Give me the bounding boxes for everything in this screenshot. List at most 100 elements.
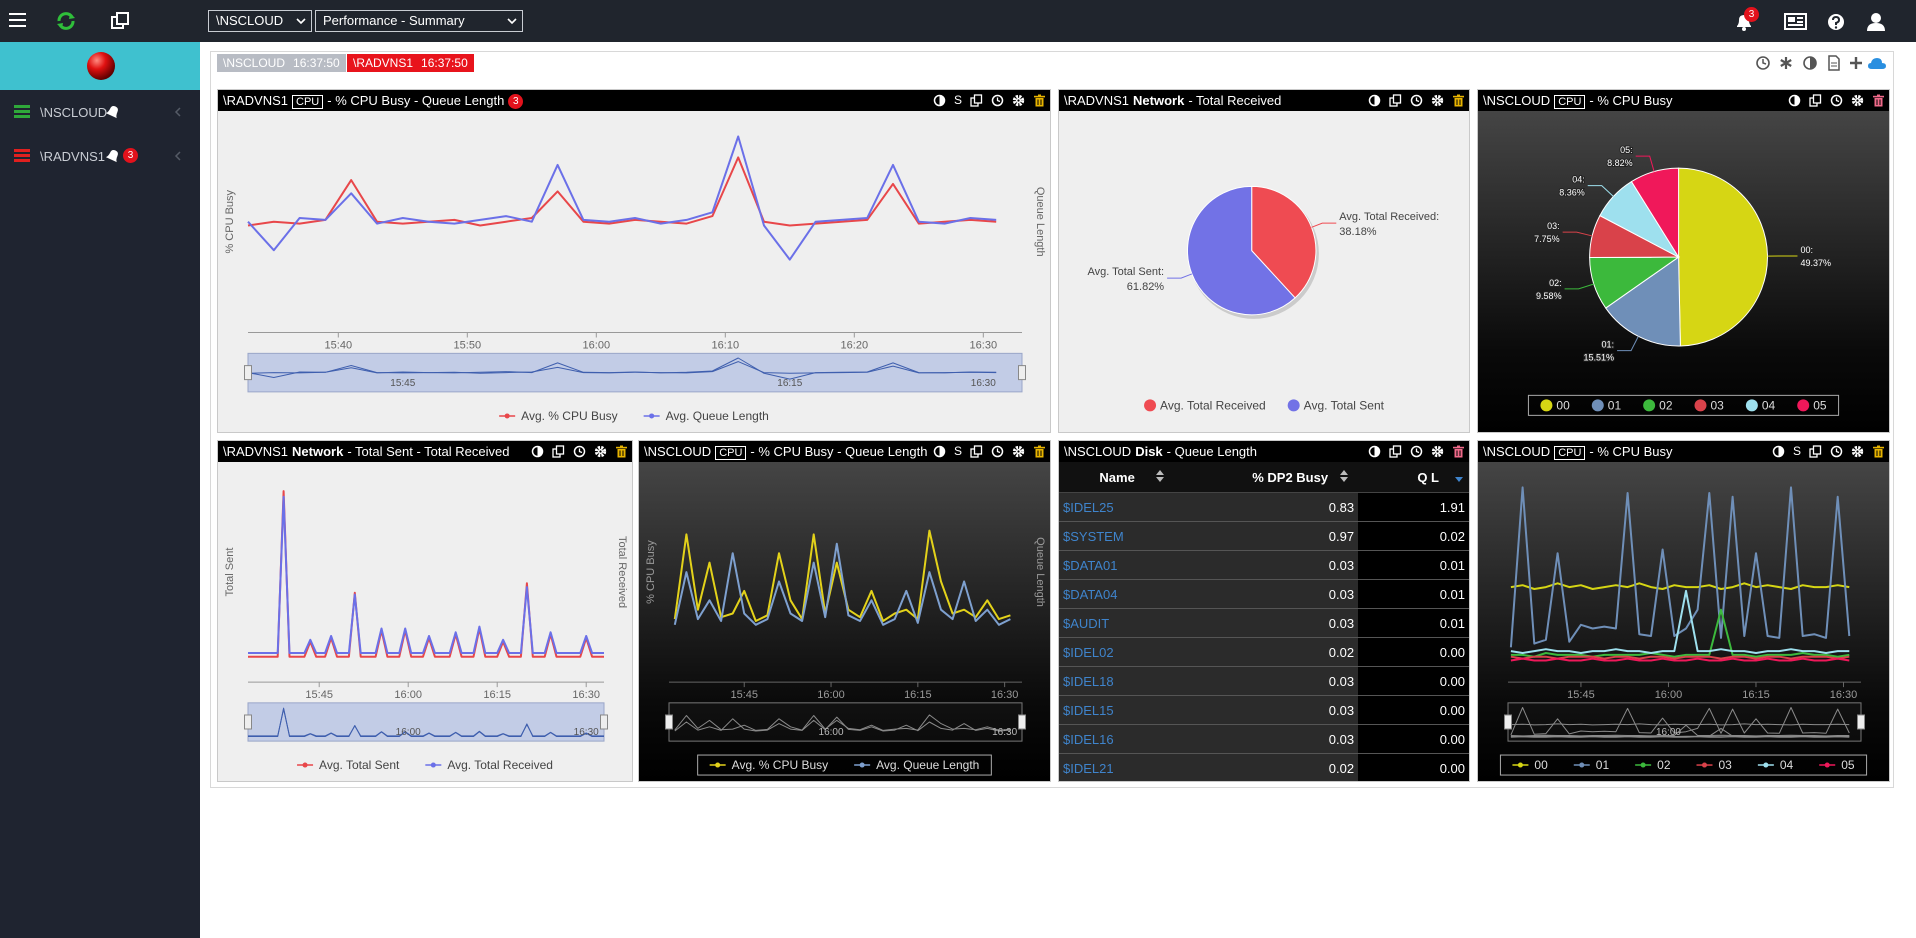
contrast-button[interactable] — [933, 445, 946, 458]
trash-button[interactable] — [1452, 445, 1465, 458]
contrast-button[interactable] — [1368, 445, 1381, 458]
legend-item[interactable]: Avg. Total Sent — [1287, 398, 1385, 412]
scale-toggle[interactable]: S — [953, 444, 962, 458]
menu-button[interactable] — [9, 12, 27, 28]
scale-toggle[interactable]: S — [1792, 444, 1801, 458]
sidebar-item[interactable]: \RADVNS1 3 — [0, 141, 200, 171]
legend-item[interactable]: 03 — [1694, 398, 1725, 412]
contrast-button[interactable] — [1788, 94, 1801, 107]
clock-button[interactable] — [991, 445, 1004, 458]
column-header[interactable]: Name — [1059, 462, 1175, 493]
navigator-handle[interactable] — [665, 714, 673, 730]
navigator-handle[interactable] — [1504, 714, 1512, 730]
legend-item[interactable]: Avg. Total Received — [425, 758, 553, 772]
navigator-handle[interactable] — [1018, 365, 1026, 381]
legend-item[interactable]: 00 — [1512, 758, 1548, 772]
copy-button[interactable] — [1389, 94, 1402, 107]
legend-item[interactable]: 01 — [1591, 398, 1622, 412]
legend-item[interactable]: 00 — [1540, 398, 1570, 412]
table-row[interactable]: $IDEL15 0.03 0.00 — [1059, 695, 1469, 725]
table-row[interactable]: $DATA01 0.03 0.01 — [1059, 550, 1469, 580]
pie-slice[interactable] — [1678, 167, 1768, 347]
pie-slice[interactable] — [1605, 256, 1681, 347]
trash-button[interactable] — [1033, 445, 1046, 458]
navigator-handle[interactable] — [244, 714, 252, 730]
clock-button[interactable] — [1830, 94, 1843, 107]
contrast-button[interactable] — [1772, 445, 1785, 458]
copy-button[interactable] — [1809, 94, 1822, 107]
contrast-button[interactable] — [531, 445, 544, 458]
pie-slice[interactable] — [1630, 167, 1680, 259]
gear-button[interactable] — [1431, 445, 1444, 458]
pie-slice[interactable] — [1187, 185, 1296, 316]
copy-button[interactable] — [552, 445, 565, 458]
gear-button[interactable] — [1851, 94, 1864, 107]
gear-button[interactable] — [1012, 445, 1025, 458]
legend-item[interactable]: Avg. Total Received — [1144, 398, 1266, 412]
legend-item[interactable]: Avg. Queue Length — [643, 409, 769, 423]
legend-item[interactable]: 03 — [1696, 758, 1733, 772]
clock-button[interactable] — [1830, 445, 1843, 458]
contrast-button[interactable] — [1368, 94, 1381, 107]
clock-button[interactable] — [1410, 445, 1423, 458]
legend-item[interactable]: Avg. Queue Length — [854, 758, 979, 772]
copy-button[interactable] — [970, 445, 983, 458]
navigator-handle[interactable] — [1018, 714, 1026, 730]
gear-button[interactable] — [594, 445, 607, 458]
table-row[interactable]: $IDEL21 0.02 0.00 — [1059, 753, 1469, 781]
contrast-button[interactable] — [1803, 56, 1817, 70]
cloud-button[interactable] — [1868, 58, 1886, 69]
trash-button[interactable] — [1452, 94, 1465, 107]
table-row[interactable]: $AUDIT 0.03 0.01 — [1059, 608, 1469, 638]
legend-item[interactable]: 05 — [1819, 758, 1855, 772]
trash-button[interactable] — [1872, 445, 1885, 458]
clock-button[interactable] — [573, 445, 586, 458]
sidebar-item[interactable]: \NSCLOUD — [0, 97, 200, 127]
contrast-button[interactable] — [933, 94, 946, 107]
clock-button[interactable] — [1756, 56, 1770, 70]
legend-item[interactable]: Avg. Total Sent — [297, 758, 400, 772]
view-select[interactable]: Performance - Summary — [315, 10, 523, 32]
news-button[interactable] — [1784, 13, 1808, 31]
copy-button[interactable] — [1389, 445, 1402, 458]
add-button[interactable] — [1850, 57, 1862, 69]
table-row[interactable]: $IDEL25 0.83 1.91 — [1059, 492, 1469, 522]
settings-button[interactable] — [1780, 57, 1792, 69]
table-row[interactable]: $IDEL02 0.02 0.00 — [1059, 637, 1469, 667]
legend-item[interactable]: 02 — [1643, 398, 1673, 412]
column-header[interactable]: Q L — [1358, 462, 1469, 493]
trash-button[interactable] — [1872, 94, 1885, 107]
copy-button[interactable] — [1809, 445, 1822, 458]
legend-item[interactable]: 04 — [1745, 398, 1776, 412]
refresh-button[interactable] — [55, 10, 77, 32]
help-button[interactable] — [1827, 13, 1845, 31]
navigator-handle[interactable] — [244, 365, 252, 381]
status-tag[interactable]: \RADVNS1 16:37:50 — [347, 54, 474, 72]
column-header[interactable]: % DP2 Busy — [1174, 462, 1359, 493]
trash-button[interactable] — [1033, 94, 1046, 107]
gear-button[interactable] — [1012, 94, 1025, 107]
navigator-handle[interactable] — [600, 714, 608, 730]
clock-button[interactable] — [991, 94, 1004, 107]
gear-button[interactable] — [1431, 94, 1444, 107]
table-row[interactable]: $IDEL18 0.03 0.00 — [1059, 666, 1469, 696]
scale-toggle[interactable]: S — [953, 93, 962, 107]
table-row[interactable]: $IDEL16 0.03 0.00 — [1059, 724, 1469, 754]
navigator-handle[interactable] — [1857, 714, 1865, 730]
trash-button[interactable] — [615, 445, 628, 458]
host-select[interactable]: \NSCLOUD — [208, 10, 312, 32]
status-tag[interactable]: \NSCLOUD 16:37:50 — [217, 54, 346, 72]
legend-item[interactable]: Avg. % CPU Busy — [499, 409, 618, 423]
report-button[interactable] — [1828, 55, 1840, 71]
legend-item[interactable]: Avg. % CPU Busy — [709, 758, 828, 772]
windows-button[interactable] — [110, 11, 132, 31]
gear-button[interactable] — [1851, 445, 1864, 458]
legend-item[interactable]: 01 — [1573, 758, 1610, 772]
user-button[interactable] — [1866, 12, 1886, 32]
table-row[interactable]: $SYSTEM 0.97 0.02 — [1059, 521, 1469, 551]
legend-item[interactable]: 02 — [1635, 758, 1671, 772]
legend-item[interactable]: 05 — [1797, 398, 1827, 412]
table-row[interactable]: $DATA04 0.03 0.01 — [1059, 579, 1469, 609]
clock-button[interactable] — [1410, 94, 1423, 107]
copy-button[interactable] — [970, 94, 983, 107]
